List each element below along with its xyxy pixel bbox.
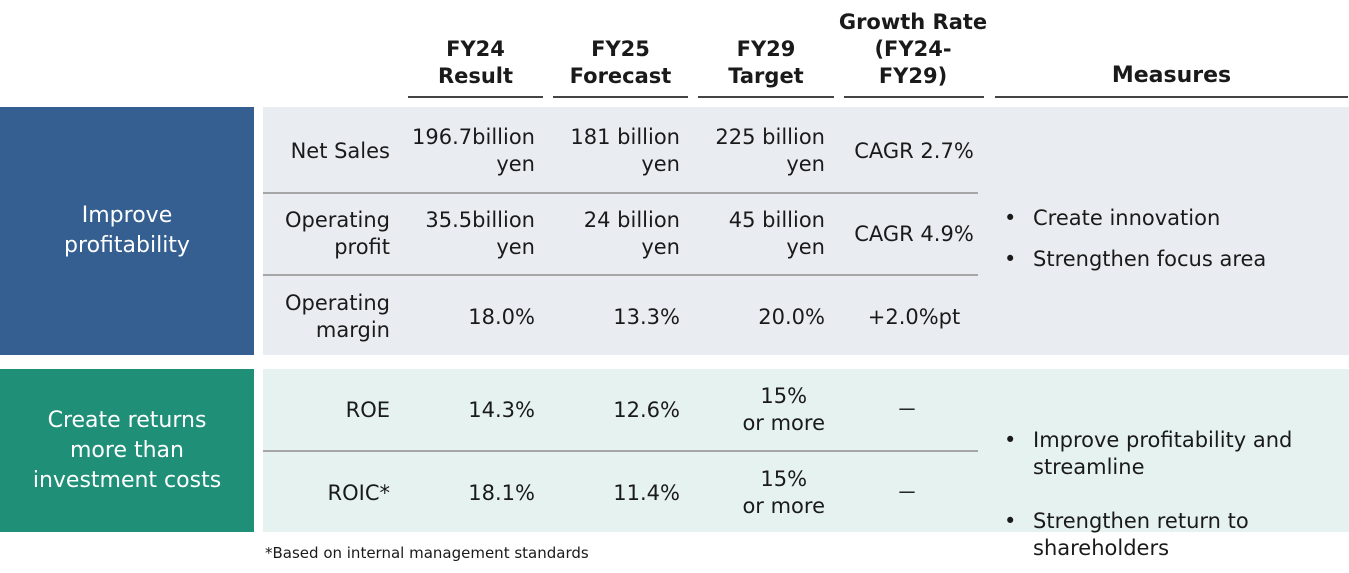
header-underline-fy25 [553, 96, 688, 98]
net-sales-growth: CAGR 2.7% [854, 138, 974, 163]
operating-profit-fy25: 24 billion yen [583, 208, 680, 259]
bullet-icon: • [1004, 428, 1017, 452]
header-underline-fy29 [698, 96, 834, 98]
header-underline-measures [995, 96, 1348, 98]
measure-text: Improve profitability and streamline [1033, 428, 1293, 479]
measures-list-profitability: • Create innovation • Strengthen focus are… [1004, 205, 1344, 273]
roe-fy29: 15% or more [742, 384, 825, 435]
net-sales-fy25: 181 billion yen [570, 125, 680, 176]
footnote: *Based on internal management standards [265, 544, 589, 562]
measure-item: • Improve profitability and streamline [1004, 427, 1344, 481]
roic-fy24: 18.1% [468, 480, 535, 505]
measure-item: • Strengthen focus area [1004, 246, 1344, 273]
header-fy29: FY29 Target [728, 37, 804, 88]
header-fy25: FY25 Forecast [569, 37, 672, 88]
roic-growth: － [896, 480, 918, 505]
measure-text: Strengthen return to shareholders [1033, 509, 1249, 560]
row-label-net-sales: Net Sales [290, 138, 390, 163]
row-separator [263, 450, 978, 452]
operating-profit-fy29: 45 billion yen [728, 208, 825, 259]
measure-text: Create innovation [1033, 206, 1221, 230]
bullet-icon: • [1004, 247, 1017, 271]
bullet-icon: • [1004, 509, 1017, 533]
category-create-returns: Create returns more than investment cost… [0, 369, 254, 532]
header-growth-rate: Growth Rate (FY24- FY29) [838, 10, 988, 88]
net-sales-fy29: 225 billion yen [715, 125, 825, 176]
roe-fy24: 14.3% [468, 397, 535, 422]
category-improve-profitability: Improve profitability [0, 107, 254, 355]
roic-fy25: 11.4% [613, 480, 680, 505]
roe-growth: － [896, 397, 918, 422]
row-label-operating-profit: Operating profit [285, 208, 390, 259]
header-underline-fy24 [408, 96, 543, 98]
operating-margin-growth: +2.0%pt [867, 304, 961, 329]
operating-profit-growth: CAGR 4.9% [854, 221, 974, 246]
operating-profit-fy24: 35.5billion yen [425, 208, 535, 259]
profitability-background [263, 107, 1349, 355]
operating-margin-fy24: 18.0% [468, 304, 535, 329]
measures-list-returns: • Improve profitability and streamline • S… [1004, 400, 1344, 573]
roe-fy25: 12.6% [613, 397, 680, 422]
operating-margin-fy25: 13.3% [613, 304, 680, 329]
header-fy24: FY24 Result [437, 37, 514, 88]
row-separator [263, 192, 978, 194]
row-label-roic: ROIC* [327, 480, 390, 505]
roic-fy29: 15% or more [742, 467, 825, 518]
row-label-roe: ROE [345, 397, 390, 422]
header-measures: Measures [1111, 63, 1232, 88]
row-separator [263, 274, 978, 276]
measure-item: • Create innovation [1004, 205, 1344, 232]
measure-item: • Strengthen return to shareholders [1004, 508, 1344, 562]
row-label-operating-margin: Operating margin [285, 291, 390, 342]
net-sales-fy24: 196.7billion yen [412, 125, 535, 176]
measure-text: Strengthen focus area [1033, 247, 1267, 271]
operating-margin-fy29: 20.0% [758, 304, 825, 329]
bullet-icon: • [1004, 206, 1017, 230]
header-underline-growth [844, 96, 984, 98]
